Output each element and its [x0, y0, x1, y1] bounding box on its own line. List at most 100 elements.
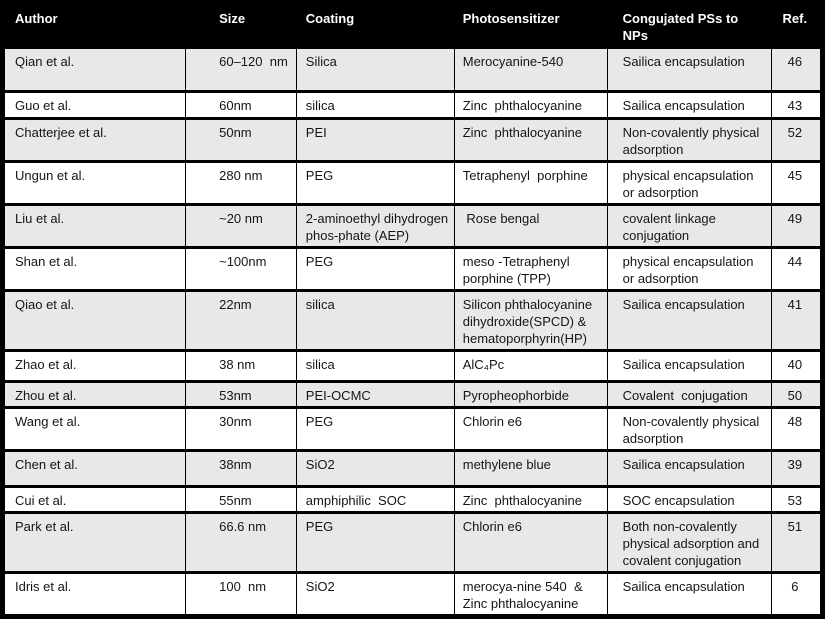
cell-size: 280 nm: [185, 160, 297, 206]
cell-size: 60–120 nm: [185, 46, 297, 93]
cell-coating: silica: [295, 90, 455, 120]
cell-size: 60nm: [185, 90, 297, 120]
table-row: Wang et al. 30nm PEG Chlorin e6 Non-cova…: [1, 406, 824, 452]
cell-size: 53nm: [185, 380, 297, 409]
cell-coating: SiO2: [295, 571, 455, 618]
table-row: Idris et al. 100 nm SiO2 merocya-nine 54…: [1, 571, 824, 618]
cell-ref: 39: [770, 449, 824, 488]
cell-author: Qian et al.: [1, 46, 187, 93]
cell-author: Liu et al.: [1, 203, 187, 249]
cell-size: ~100nm: [185, 246, 297, 292]
cell-conjugation: Sailica encapsulation: [606, 90, 772, 120]
cell-ref: 46: [770, 46, 824, 93]
cell-coating: amphiphilic SOC: [295, 485, 455, 514]
cell-photosensitizer: Pyropheophorbide: [453, 380, 608, 409]
cell-coating: PEG: [295, 160, 455, 206]
cell-author: Zhou et al.: [1, 380, 187, 409]
cell-author: Qiao et al.: [1, 289, 187, 352]
cell-photosensitizer: Zinc phthalocyanine: [453, 117, 608, 163]
cell-size: ~20 nm: [185, 203, 297, 249]
cell-conjugation: Non-covalently physical adsorption: [606, 117, 772, 163]
cell-ref: 53: [770, 485, 824, 514]
cell-coating: PEG: [295, 406, 455, 452]
cell-photosensitizer: AlC₄Pc: [453, 349, 608, 383]
table-row: Liu et al. ~20 nm 2-aminoethyl dihydroge…: [1, 203, 824, 249]
table-header: Author Size Coating Photosensitizer Cong…: [1, 1, 824, 49]
cell-size: 100 nm: [185, 571, 297, 618]
cell-coating: PEG: [295, 511, 455, 574]
cell-size: 30nm: [185, 406, 297, 452]
cell-ref: 41: [770, 289, 824, 352]
cell-photosensitizer: Zinc phthalocyanine: [453, 485, 608, 514]
cell-conjugation: physical encapsulation or adsorption: [606, 246, 772, 292]
cell-author: Park et al.: [1, 511, 187, 574]
cell-conjugation: Covalent conjugation: [606, 380, 772, 409]
column-header-conjugation: Congujated PSs to NPs: [606, 1, 772, 49]
cell-size: 66.6 nm: [185, 511, 297, 574]
cell-photosensitizer: Rose bengal: [453, 203, 608, 249]
cell-photosensitizer: meso -Tetraphenyl porphine (TPP): [453, 246, 608, 292]
cell-ref: 50: [770, 380, 824, 409]
cell-ref: 45: [770, 160, 824, 206]
cell-conjugation: Sailica encapsulation: [606, 289, 772, 352]
cell-size: 55nm: [185, 485, 297, 514]
cell-photosensitizer: Zinc phthalocyanine: [453, 90, 608, 120]
cell-ref: 43: [770, 90, 824, 120]
cell-conjugation: physical encapsulation or adsorption: [606, 160, 772, 206]
cell-conjugation: Sailica encapsulation: [606, 571, 772, 618]
cell-author: Wang et al.: [1, 406, 187, 452]
cell-author: Idris et al.: [1, 571, 187, 618]
cell-coating: SiO2: [295, 449, 455, 488]
cell-photosensitizer: methylene blue: [453, 449, 608, 488]
cell-author: Zhao et al.: [1, 349, 187, 383]
cell-ref: 40: [770, 349, 824, 383]
cell-photosensitizer: Chlorin e6: [453, 511, 608, 574]
cell-photosensitizer: Chlorin e6: [453, 406, 608, 452]
cell-coating: 2-aminoethyl dihydrogen phos-phate (AEP): [295, 203, 455, 249]
cell-size: 22nm: [185, 289, 297, 352]
cell-conjugation: Sailica encapsulation: [606, 449, 772, 488]
table-row: Chen et al. 38nm SiO2 methylene blue Sai…: [1, 449, 824, 488]
table-row: Zhao et al. 38 nm silica AlC₄Pc Sailica …: [1, 349, 824, 383]
cell-conjugation: SOC encapsulation: [606, 485, 772, 514]
cell-photosensitizer: Merocyanine-540: [453, 46, 608, 93]
table-row: Guo et al. 60nm silica Zinc phthalocyani…: [1, 90, 824, 120]
cell-ref: 52: [770, 117, 824, 163]
cell-author: Chatterjee et al.: [1, 117, 187, 163]
cell-ref: 48: [770, 406, 824, 452]
cell-photosensitizer: Tetraphenyl porphine: [453, 160, 608, 206]
cell-ref: 51: [770, 511, 824, 574]
cell-author: Shan et al.: [1, 246, 187, 292]
table-row: Cui et al. 55nm amphiphilic SOC Zinc pht…: [1, 485, 824, 514]
table-row: Qian et al. 60–120 nm Silica Merocyanine…: [1, 46, 824, 93]
cell-coating: silica: [295, 289, 455, 352]
cell-author: Chen et al.: [1, 449, 187, 488]
table-row: Chatterjee et al. 50nm PEI Zinc phthaloc…: [1, 117, 824, 163]
table-row: Zhou et al. 53nm PEI-OCMC Pyropheophorbi…: [1, 380, 824, 409]
column-header-photosensitizer: Photosensitizer: [453, 1, 608, 49]
cell-ref: 44: [770, 246, 824, 292]
column-header-author: Author: [1, 1, 187, 49]
cell-author: Guo et al.: [1, 90, 187, 120]
cell-coating: PEI-OCMC: [295, 380, 455, 409]
column-header-coating: Coating: [295, 1, 455, 49]
cell-size: 50nm: [185, 117, 297, 163]
cell-size: 38nm: [185, 449, 297, 488]
cell-author: Ungun et al.: [1, 160, 187, 206]
table-row: Park et al. 66.6 nm PEG Chlorin e6 Both …: [1, 511, 824, 574]
cell-conjugation: covalent linkage conjugation: [606, 203, 772, 249]
cell-conjugation: Both non-covalently physical adsorption …: [606, 511, 772, 574]
cell-coating: Silica: [295, 46, 455, 93]
header-row: Author Size Coating Photosensitizer Cong…: [1, 1, 824, 49]
cell-photosensitizer: merocya-nine 540 & Zinc phthalocyanine: [453, 571, 608, 618]
cell-photosensitizer: Silicon phthalocyanine dihydroxide(SPCD)…: [453, 289, 608, 352]
table-row: Ungun et al. 280 nm PEG Tetraphenyl porp…: [1, 160, 824, 206]
cell-conjugation: Non-covalently physical adsorption: [606, 406, 772, 452]
cell-size: 38 nm: [185, 349, 297, 383]
cell-ref: 49: [770, 203, 824, 249]
column-header-size: Size: [185, 1, 297, 49]
table-body: Qian et al. 60–120 nm Silica Merocyanine…: [1, 46, 824, 618]
cell-coating: silica: [295, 349, 455, 383]
